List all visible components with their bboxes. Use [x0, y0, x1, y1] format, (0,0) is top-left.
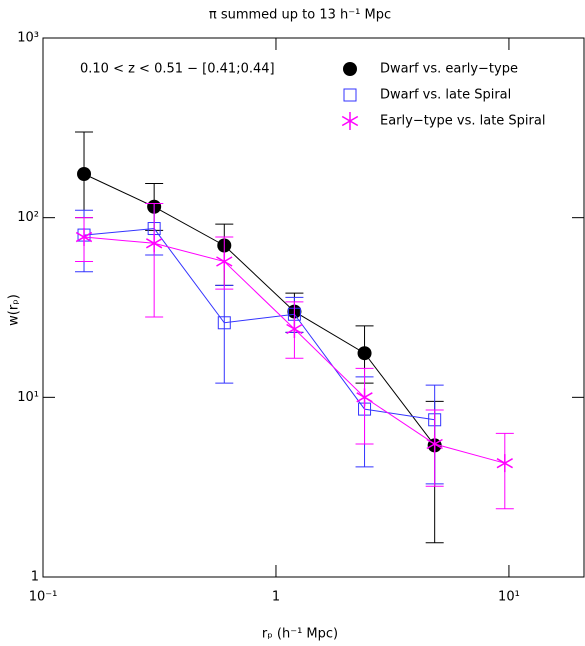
y-tick-label: 10²: [17, 210, 39, 225]
series-line: [83, 228, 435, 421]
series-line: [83, 173, 436, 446]
legend-marker: [343, 62, 357, 76]
y-tick-label: 10¹: [17, 390, 39, 405]
marker: [356, 388, 373, 407]
x-axis-label: rₚ (h⁻¹ Mpc): [262, 627, 338, 642]
y-tick-label: 10³: [17, 31, 39, 46]
legend-label: Dwarf vs. late Spiral: [380, 88, 511, 103]
legend-label: Dwarf vs. early−type: [380, 62, 518, 77]
marker: [75, 228, 93, 247]
plot-frame: [42, 37, 585, 578]
chart-title: π summed up to 13 h⁻¹ Mpc: [209, 8, 391, 23]
x-tick-label: 10⁻¹: [29, 590, 58, 605]
error-bar: [145, 202, 164, 318]
marker: [496, 454, 513, 473]
legend-marker: [341, 112, 359, 130]
marker: [77, 167, 92, 182]
annotation: 0.10 < z < 0.51 − [0.41;0.44]: [80, 62, 275, 77]
marker: [145, 234, 163, 253]
marker: [286, 320, 303, 339]
marker: [426, 434, 443, 453]
x-tick-label: 1: [272, 590, 280, 605]
y-axis-label: w(rₚ): [7, 294, 22, 326]
x-tick-label: 10¹: [498, 590, 520, 605]
legend-label: Early−type vs. late Spiral: [380, 114, 545, 129]
legend-marker: [343, 88, 357, 102]
marker: [217, 316, 231, 330]
marker: [357, 346, 372, 361]
marker: [216, 252, 233, 271]
error-bar: [215, 284, 234, 384]
y-tick-label: 1: [31, 570, 39, 585]
